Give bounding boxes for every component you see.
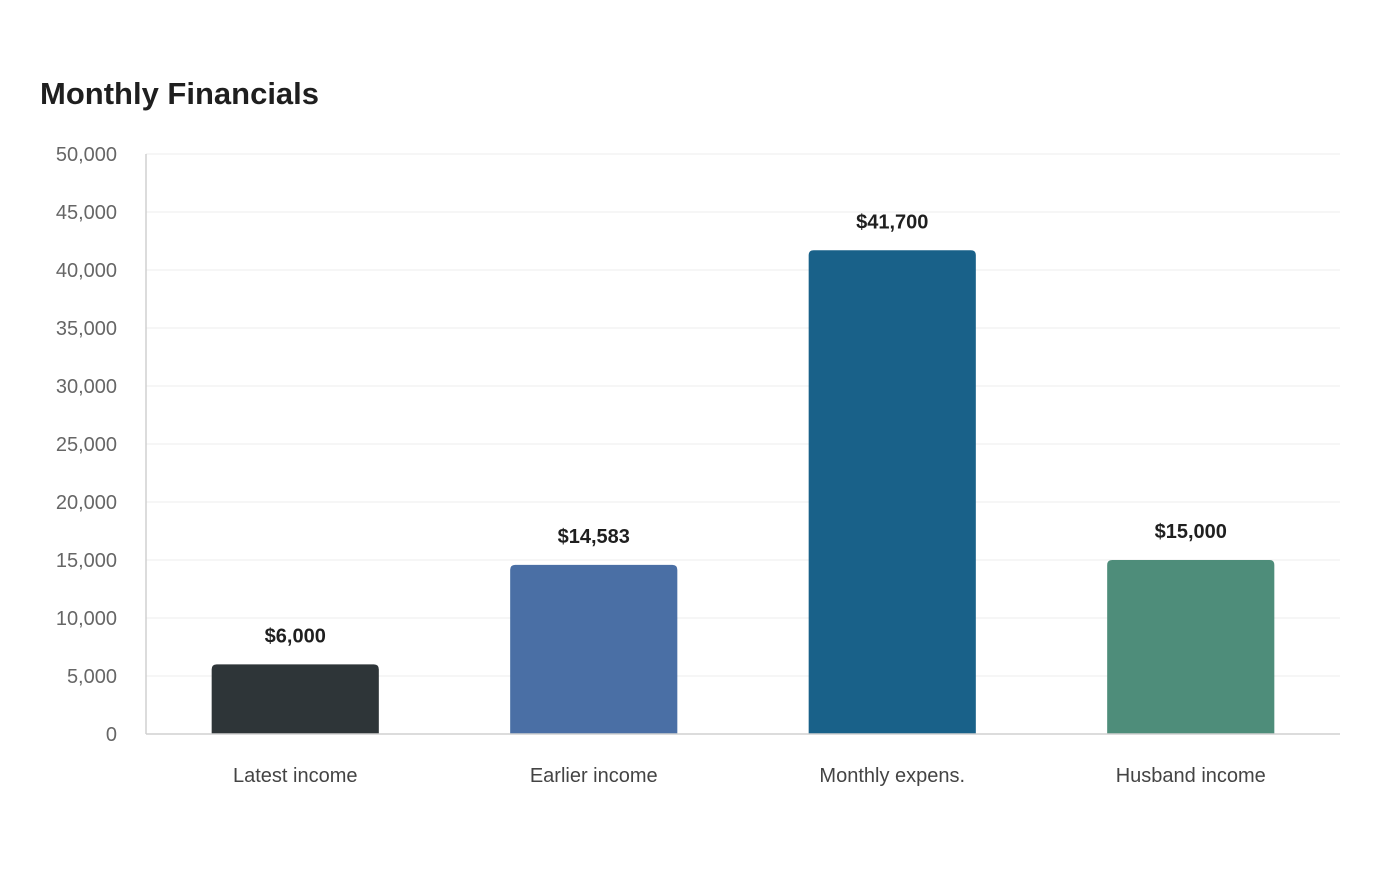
x-tick-label: Latest income [233, 765, 358, 787]
y-axis-ticks: 0 5,000 10,000 15,000 20,000 25,000 30,000 35,0… [56, 144, 117, 746]
bars [211, 250, 1275, 734]
y-tick-label: 35,000 [56, 318, 117, 340]
y-tick-label: 20,000 [56, 492, 117, 514]
y-tick-label: 25,000 [56, 434, 117, 456]
data-labels: $6,000 $14,583 $41,700 $15,000 [265, 211, 1227, 647]
bar [808, 250, 976, 734]
y-tick-label: 5,000 [67, 666, 117, 688]
bar [211, 664, 379, 734]
x-tick-label: Earlier income [530, 765, 658, 787]
y-tick-label: 10,000 [56, 608, 117, 630]
chart-title: Monthly Financials [40, 76, 320, 111]
bar [1107, 560, 1275, 734]
grid-lines [146, 153, 1340, 677]
bar-value-label: $41,700 [856, 211, 928, 233]
x-tick-label: Monthly expens. [819, 765, 965, 787]
x-axis-ticks: Latest income Earlier income Monthly expen… [233, 765, 1266, 787]
bar-value-label: $6,000 [265, 625, 326, 647]
y-tick-label: 50,000 [56, 144, 117, 166]
bar [510, 564, 678, 734]
y-tick-label: 15,000 [56, 550, 117, 572]
y-tick-label: 0 [106, 724, 117, 746]
bar-value-label: $14,583 [558, 526, 630, 548]
y-tick-label: 40,000 [56, 260, 117, 282]
y-tick-label: 45,000 [56, 202, 117, 224]
bar-value-label: $15,000 [1155, 521, 1227, 543]
x-tick-label: Husband income [1116, 765, 1266, 787]
y-tick-label: 30,000 [56, 376, 117, 398]
